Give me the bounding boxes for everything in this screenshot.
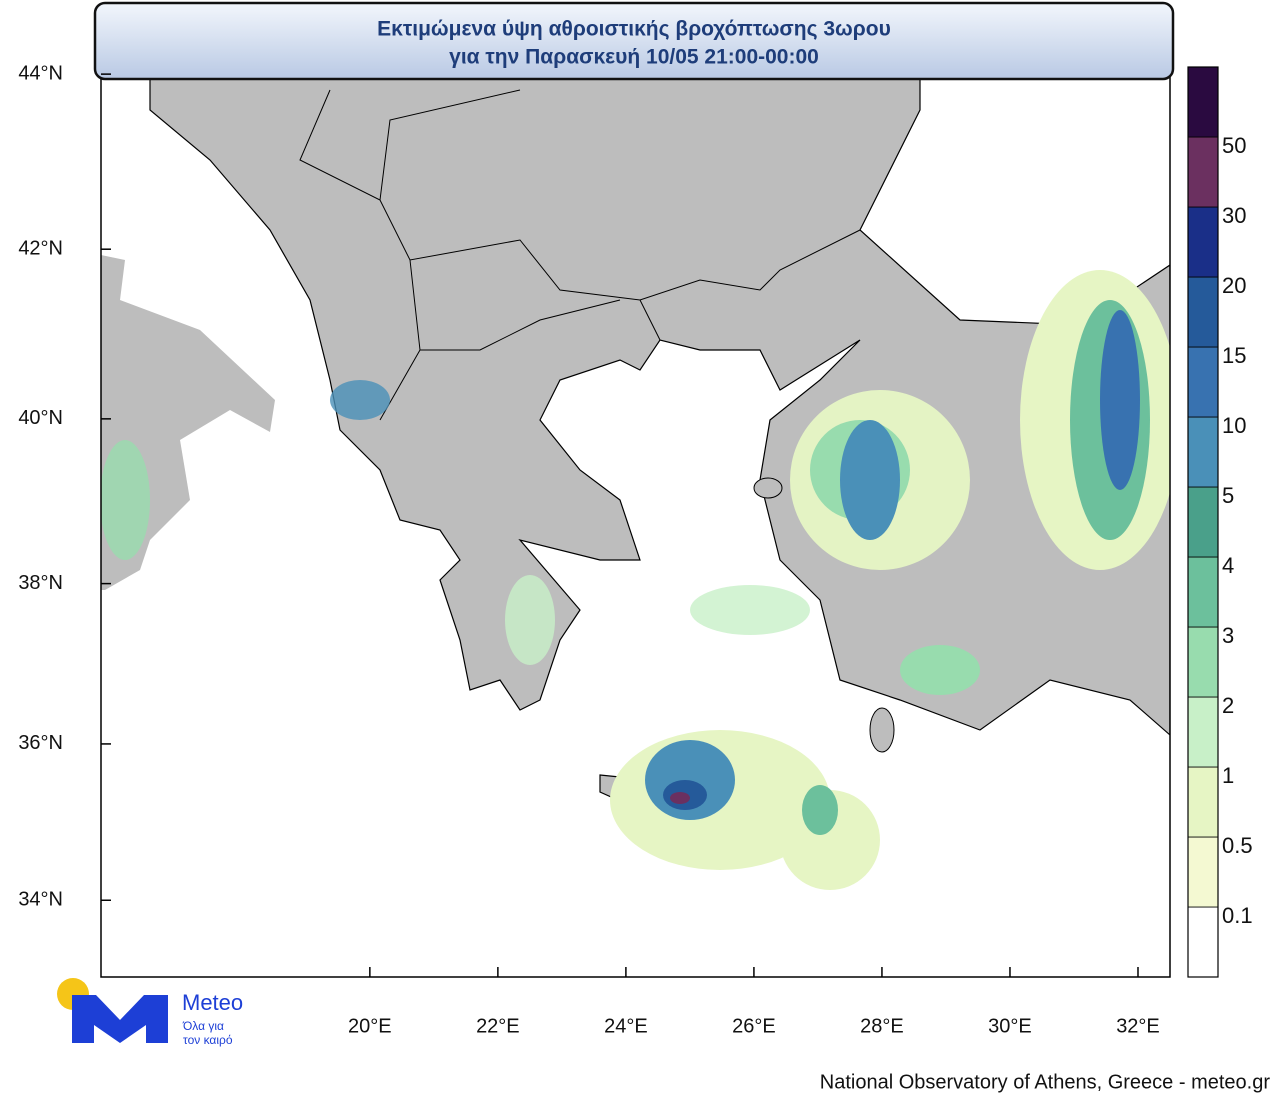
rain-field xyxy=(101,270,1170,890)
colorbar-segment xyxy=(1187,696,1219,768)
land xyxy=(753,477,783,499)
colorbar-segment xyxy=(1187,766,1219,838)
x-tick-label: 22°E xyxy=(476,1015,520,1037)
x-tick-label: 20°E xyxy=(348,1015,392,1037)
colorbar-label: 4 xyxy=(1222,553,1234,578)
y-tick-label: 34°N xyxy=(18,889,63,911)
title: Εκτιμώμενα ύψη αθροιστικής βροχόπτωσης 3… xyxy=(377,18,891,41)
colorbar-label: 30 xyxy=(1222,203,1246,228)
colorbar-segment xyxy=(1187,66,1219,138)
colorbar-label: 5 xyxy=(1222,483,1234,508)
x-tick-label: 32°E xyxy=(1116,1015,1160,1037)
colorbar-segment xyxy=(1187,626,1219,698)
colorbar-segment xyxy=(1187,486,1219,558)
y-tick-label: 38°N xyxy=(18,572,63,594)
colorbar-segment xyxy=(1187,276,1219,348)
map xyxy=(101,70,1170,977)
colorbar-segment xyxy=(1187,906,1219,978)
land xyxy=(869,707,895,753)
colorbar-label: 50 xyxy=(1222,133,1246,158)
title-box xyxy=(93,1,1175,81)
colorbar-segment xyxy=(1187,136,1219,208)
colorbar-frame xyxy=(1187,66,1219,978)
colorbar-label: 0.1 xyxy=(1222,903,1253,928)
x-tick-label: 30°E xyxy=(988,1015,1032,1037)
x-tick-label: 28°E xyxy=(860,1015,904,1037)
colorbar-segment xyxy=(1187,206,1219,278)
border xyxy=(299,89,861,421)
colorbar-label: 20 xyxy=(1222,273,1246,298)
y-tick-label: 40°N xyxy=(18,407,63,429)
land xyxy=(149,70,1170,736)
logo-tagline: Όλα για xyxy=(182,1019,224,1033)
colorbar-segment xyxy=(1187,556,1219,628)
footer: National Observatory of Athens, Greece -… xyxy=(820,1071,1271,1093)
title: για την Παρασκευή 10/05 21:00-00:00 xyxy=(449,46,819,69)
colorbar-segment xyxy=(1187,836,1219,908)
colorbar-label: 3 xyxy=(1222,623,1234,648)
logo-name: Meteo xyxy=(182,990,243,1015)
x-tick-label: 26°E xyxy=(732,1015,776,1037)
colorbar-label: 15 xyxy=(1222,343,1246,368)
colorbar-segment xyxy=(1187,416,1219,488)
colorbar-label: 1 xyxy=(1222,763,1234,788)
colorbar-segment xyxy=(1187,346,1219,418)
y-tick-label: 42°N xyxy=(18,237,63,259)
colorbar-label: 10 xyxy=(1222,413,1246,438)
colorbar-label: 0.5 xyxy=(1222,833,1253,858)
logo-tagline: τον καιρό xyxy=(183,1033,233,1047)
y-tick-label: 44°N xyxy=(18,62,63,84)
logo-mark xyxy=(72,995,168,1043)
x-tick-label: 24°E xyxy=(604,1015,648,1037)
colorbar-label: 2 xyxy=(1222,693,1234,718)
y-tick-label: 36°N xyxy=(18,732,63,754)
